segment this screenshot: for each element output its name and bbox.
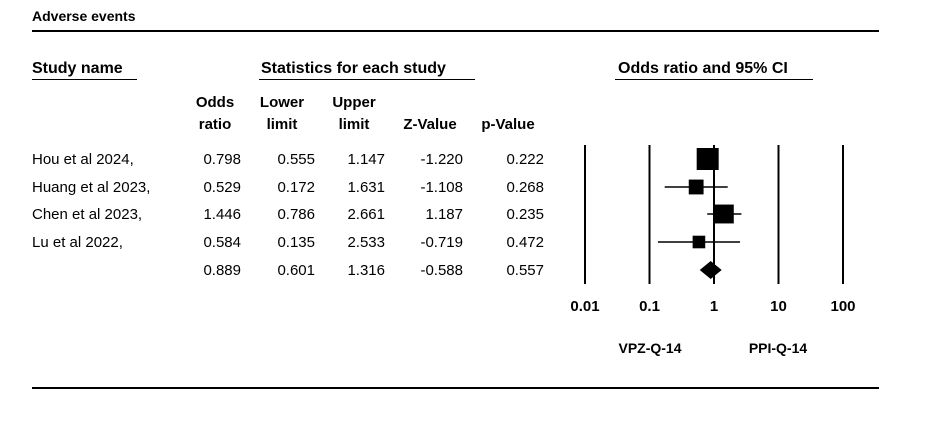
odds-ratio-value: 0.529 <box>203 179 241 196</box>
odds-ratio-header-line2: ratio <box>198 116 232 133</box>
odds-ratio-value: 0.584 <box>203 234 241 251</box>
tick-label: 100 <box>830 298 855 315</box>
upper-limit-header-line1: Upper <box>332 94 376 111</box>
favors-right-label: PPI-Q-14 <box>749 340 808 356</box>
upper-limit-value: 1.631 <box>347 179 385 196</box>
upper-limit-value: 1.147 <box>347 151 385 168</box>
point-estimate <box>692 235 706 249</box>
p-value: 0.268 <box>506 179 544 196</box>
lower-limit-value: 0.172 <box>277 179 315 196</box>
lower-limit-value: 0.786 <box>277 206 315 223</box>
upper-limit-header: Upper limit <box>322 92 386 136</box>
point-estimate <box>696 148 719 170</box>
odds-ratio-value: 0.889 <box>203 262 241 279</box>
tick-label: 10 <box>770 298 787 315</box>
lower-limit-value: 0.555 <box>277 151 315 168</box>
favors-left-label: VPZ-Q-14 <box>618 340 681 356</box>
upper-limit-value: 2.533 <box>347 234 385 251</box>
stats-group-header: Statistics for each study <box>261 60 446 77</box>
upper-limit-value: 2.661 <box>347 206 385 223</box>
stats-group-underline <box>259 79 475 80</box>
point-estimate <box>688 179 704 195</box>
lower-limit-value: 0.601 <box>277 262 315 279</box>
tick-label: 0.1 <box>639 298 660 315</box>
tick-label: 0.01 <box>570 298 599 315</box>
p-value-header: p-Value <box>481 116 535 133</box>
z-value: -0.588 <box>420 262 463 279</box>
lower-limit-header-line2: limit <box>266 116 298 133</box>
plot-title-underline <box>615 79 813 80</box>
odds-ratio-value: 0.798 <box>203 151 241 168</box>
z-value: -1.220 <box>420 151 463 168</box>
study-name: Lu et al 2022, <box>32 234 123 251</box>
point-estimate <box>714 204 734 224</box>
p-value: 0.222 <box>506 151 544 168</box>
z-value: -0.719 <box>420 234 463 251</box>
z-value: 1.187 <box>425 206 463 223</box>
bottom-rule <box>32 387 879 389</box>
chart-title: Adverse events <box>32 8 136 24</box>
upper-limit-value: 1.316 <box>347 262 385 279</box>
odds-ratio-header: Odds ratio <box>185 92 245 136</box>
p-value: 0.557 <box>506 262 544 279</box>
tick-label: 1 <box>710 298 718 315</box>
study-name-underline <box>32 79 137 80</box>
study-name: Huang et al 2023, <box>32 179 151 196</box>
study-name-header: Study name <box>32 60 123 77</box>
plot-title: Odds ratio and 95% CI <box>618 60 788 77</box>
top-rule <box>32 30 879 32</box>
z-value-header: Z-Value <box>403 116 457 133</box>
z-value: -1.108 <box>420 179 463 196</box>
lower-limit-value: 0.135 <box>277 234 315 251</box>
p-value: 0.235 <box>506 206 544 223</box>
upper-limit-header-line2: limit <box>338 116 370 133</box>
p-value: 0.472 <box>506 234 544 251</box>
lower-limit-header-line1: Lower <box>259 94 305 111</box>
odds-ratio-header-line1: Odds <box>195 94 235 111</box>
study-name: Hou et al 2024, <box>32 151 134 168</box>
lower-limit-header: Lower limit <box>250 92 314 136</box>
study-name: Chen et al 2023, <box>32 206 143 223</box>
odds-ratio-value: 1.446 <box>203 206 241 223</box>
summary-diamond <box>699 261 722 279</box>
